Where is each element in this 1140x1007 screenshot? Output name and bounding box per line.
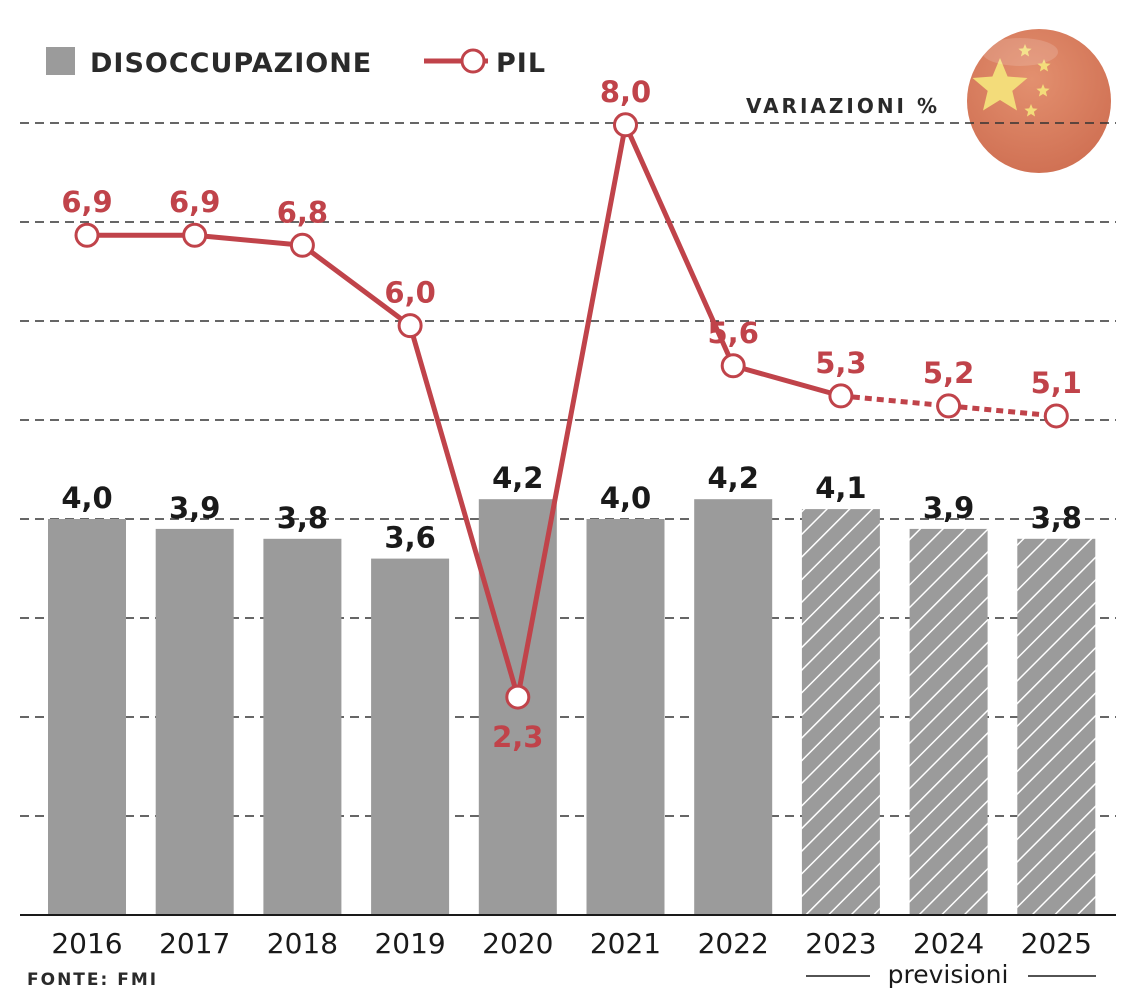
legend-bars-label: DISOCCUPAZIONE bbox=[90, 48, 372, 79]
year-label-2022: 2022 bbox=[698, 927, 769, 960]
gdp-value-2022: 5,6 bbox=[708, 316, 759, 350]
year-label-2019: 2019 bbox=[374, 927, 445, 960]
unemployment-value-2021: 4,0 bbox=[600, 481, 651, 515]
unemployment-bar-2016 bbox=[48, 519, 126, 915]
flag-small-star-2 bbox=[1037, 59, 1051, 72]
gdp-marker-2023 bbox=[828, 383, 854, 409]
china-flag-icon bbox=[967, 29, 1111, 173]
gdp-value-2016: 6,9 bbox=[61, 185, 112, 219]
gdp-value-2018: 6,8 bbox=[277, 195, 328, 229]
gdp-value-2020: 2,3 bbox=[492, 720, 543, 754]
unemployment-bar-2021 bbox=[586, 519, 665, 915]
unemployment-value-2023: 4,1 bbox=[815, 471, 866, 505]
legend-line-marker-icon bbox=[460, 48, 486, 74]
unemployment-value-2017: 3,9 bbox=[169, 491, 220, 525]
gdp-line-actual bbox=[87, 122, 842, 700]
unemployment-bars bbox=[48, 499, 1096, 915]
year-label-2017: 2017 bbox=[159, 927, 230, 960]
gdp-marker-2022 bbox=[720, 353, 746, 379]
gdp-marker-2017 bbox=[182, 222, 208, 248]
gdp-value-2023: 5,3 bbox=[815, 346, 866, 380]
gdp-marker-2024 bbox=[936, 393, 962, 419]
gdp-marker-2020 bbox=[505, 684, 531, 710]
forecast-bracket: previsioni bbox=[806, 960, 1096, 989]
unemployment-value-2019: 3,6 bbox=[384, 521, 435, 555]
gdp-value-labels: 6,9 6,9 6,8 6,0 2,3 8,0 5,6 5,3 5,2 5,1 bbox=[61, 75, 1082, 754]
unemployment-value-2024: 3,9 bbox=[923, 491, 974, 525]
source-label: FONTE: FMI bbox=[27, 970, 158, 990]
unemployment-bar-2025 bbox=[1017, 538, 1096, 915]
unemployment-value-2020: 4,2 bbox=[492, 461, 543, 495]
unemployment-bar-2018 bbox=[263, 538, 342, 915]
gdp-marker-2021 bbox=[613, 112, 638, 138]
unemployment-value-labels: 4,0 3,9 3,8 3,6 4,2 4,0 4,2 4,1 3,9 3,8 bbox=[61, 461, 1082, 554]
flag-small-star-4 bbox=[1024, 104, 1038, 117]
unit-label: VARIAZIONI % bbox=[746, 94, 940, 118]
unemployment-value-2025: 3,8 bbox=[1031, 501, 1082, 535]
x-axis-labels: 2016 2017 2018 2019 2020 2021 2022 2023 2024 2025 bbox=[51, 927, 1092, 960]
unemployment-bar-2019 bbox=[371, 558, 450, 915]
unemployment-bar-2022 bbox=[694, 499, 773, 915]
gdp-value-2025: 5,1 bbox=[1031, 366, 1082, 400]
gdp-value-2024: 5,2 bbox=[923, 356, 974, 390]
legend-bar-swatch bbox=[46, 47, 75, 75]
unemployment-bar-2024 bbox=[909, 528, 988, 915]
flag-big-star bbox=[972, 58, 1028, 111]
gdp-value-2017: 6,9 bbox=[169, 185, 220, 219]
unemployment-value-2018: 3,8 bbox=[277, 501, 328, 535]
gdp-line bbox=[74, 112, 1069, 710]
year-label-2020: 2020 bbox=[482, 927, 553, 960]
gdp-marker-2018 bbox=[289, 232, 315, 258]
year-label-2024: 2024 bbox=[913, 927, 984, 960]
unemployment-bar-2023 bbox=[801, 509, 880, 915]
flag-small-star-3 bbox=[1036, 84, 1050, 97]
year-label-2025: 2025 bbox=[1021, 927, 1092, 960]
unemployment-value-2016: 4,0 bbox=[61, 481, 112, 515]
gdp-marker-2025 bbox=[1043, 403, 1069, 429]
year-label-2023: 2023 bbox=[805, 927, 876, 960]
legend-line-label: PIL bbox=[496, 48, 546, 79]
flag-small-star-1 bbox=[1018, 44, 1032, 57]
forecast-label: previsioni bbox=[888, 960, 1009, 989]
unemployment-bar-2017 bbox=[155, 528, 234, 915]
year-label-2021: 2021 bbox=[590, 927, 661, 960]
gdp-value-2019: 6,0 bbox=[384, 276, 435, 310]
gdp-value-2021: 8,0 bbox=[600, 75, 651, 109]
gdp-marker-2016 bbox=[74, 222, 100, 248]
gdp-marker-2019 bbox=[397, 313, 423, 339]
year-label-2018: 2018 bbox=[267, 927, 338, 960]
unemployment-value-2022: 4,2 bbox=[708, 461, 759, 495]
year-label-2016: 2016 bbox=[51, 927, 122, 960]
legend: DISOCCUPAZIONE PIL bbox=[46, 47, 546, 79]
